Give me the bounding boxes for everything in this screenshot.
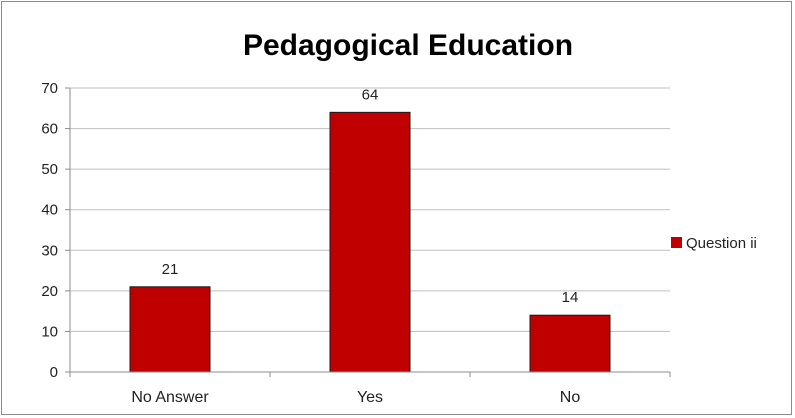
- x-category-label: Yes: [357, 389, 383, 406]
- y-tick-label: 0: [50, 364, 58, 381]
- y-tick-label: 70: [41, 80, 58, 97]
- data-labels: 21 64 14: [162, 86, 579, 306]
- y-tick-label: 60: [41, 121, 58, 138]
- data-label: 14: [562, 289, 579, 306]
- bar-series: [129, 111, 611, 373]
- y-tick-label: 50: [41, 161, 58, 178]
- bar: [129, 286, 211, 373]
- y-axis: 0 10 20 30 40 50 60 70: [41, 80, 71, 381]
- bar: [529, 314, 611, 373]
- legend-swatch: [671, 237, 682, 248]
- legend: Question ii: [671, 235, 757, 252]
- y-tick-label: 20: [41, 283, 58, 300]
- chart-title: Pedagogical Education: [243, 29, 573, 62]
- data-label: 21: [162, 261, 179, 278]
- x-axis: No Answer Yes No: [69, 371, 671, 406]
- x-category-label: No: [560, 389, 581, 406]
- y-tick-label: 30: [41, 242, 58, 259]
- legend-label: Question ii: [686, 235, 757, 252]
- y-tick-label: 10: [41, 323, 58, 340]
- bar: [329, 111, 411, 373]
- x-category-label: No Answer: [131, 389, 209, 406]
- y-tick-label: 40: [41, 202, 58, 219]
- data-label: 64: [362, 86, 379, 103]
